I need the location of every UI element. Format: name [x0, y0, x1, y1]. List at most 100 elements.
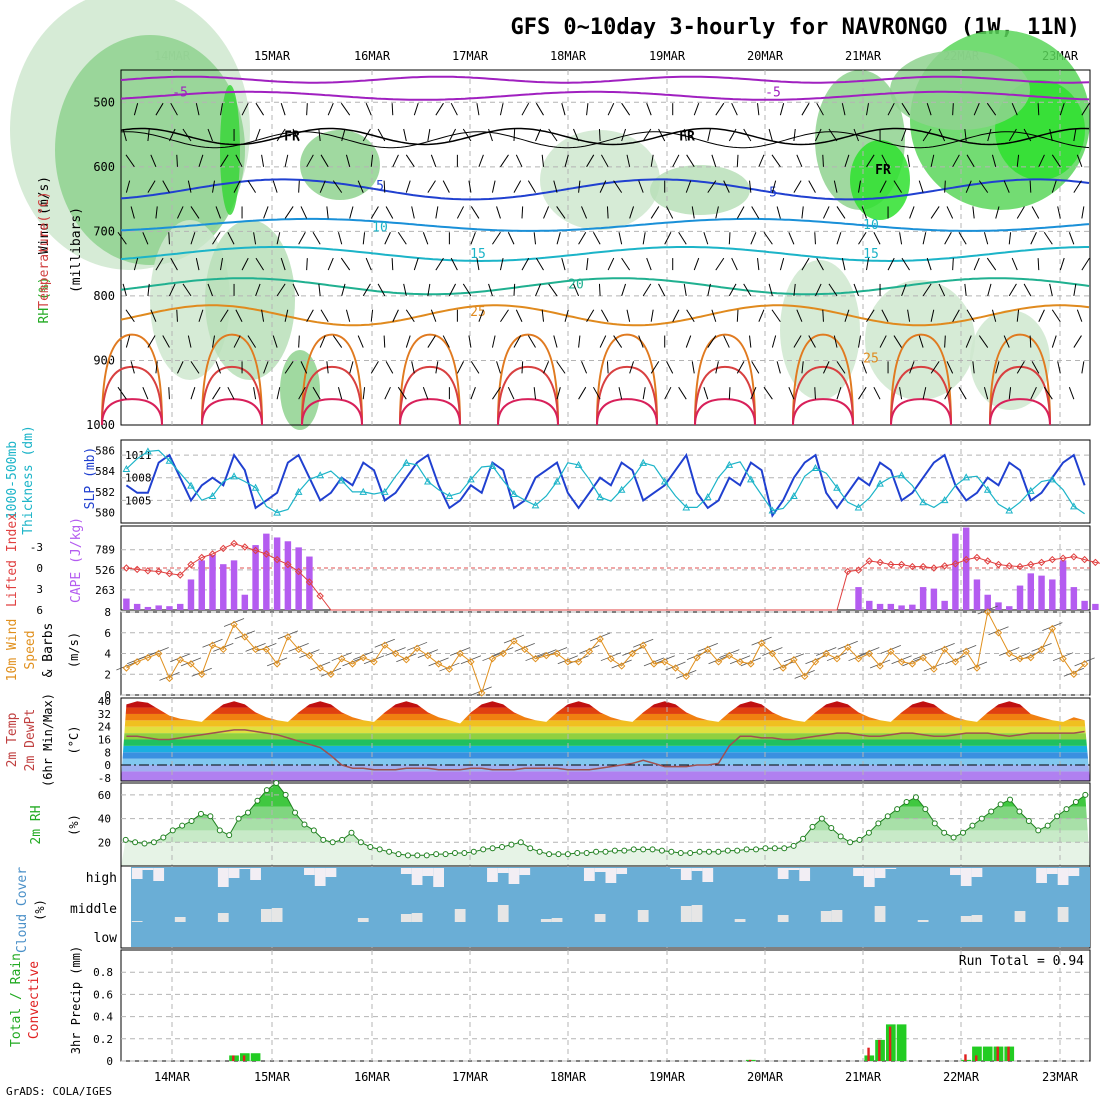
wind-marker [1037, 645, 1046, 654]
precip-conv-bar [878, 1039, 881, 1061]
wind-barb [926, 257, 932, 271]
wind-barb [150, 154, 157, 168]
cape-bar [919, 587, 927, 610]
wind-barb-10m [493, 647, 514, 656]
cloud-high-gap [799, 868, 811, 881]
rh-tick: 20 [98, 836, 111, 849]
temp-panel-frame [120, 697, 1091, 782]
cloud-high-gap [594, 868, 606, 872]
cloud-high-gap [971, 868, 983, 877]
wind-barb [430, 154, 437, 167]
wind-barb [345, 154, 351, 167]
thickness-tick: 580 [95, 507, 115, 520]
cloud-mid-gap [917, 920, 929, 922]
wind-marker [779, 664, 787, 672]
cape-bar [1092, 603, 1099, 610]
wind-barb [879, 335, 887, 348]
wind-barb-10m [557, 655, 578, 665]
isotherm-label: 20 [568, 277, 584, 292]
rh-blob [205, 220, 295, 380]
wind-barb [618, 387, 623, 400]
wind-barb [215, 206, 221, 219]
wind-barb [788, 232, 795, 245]
wind-barb [427, 128, 431, 142]
cloud-high-gap [411, 868, 423, 885]
precip-conv-bar [888, 1026, 892, 1061]
wind-barb [866, 103, 869, 116]
wind-marker [381, 641, 389, 649]
cape-bar [263, 533, 270, 610]
wind-barb-10m [816, 647, 837, 656]
wind-barb [261, 309, 265, 322]
wind-barb [1049, 283, 1053, 297]
wind-barb [909, 361, 915, 374]
wind-barb [535, 128, 542, 142]
cloud-high-gap [874, 868, 886, 878]
wind-barb [573, 128, 580, 142]
rh-marker [508, 841, 515, 848]
temp-band [121, 765, 1090, 772]
rh-blob [150, 220, 230, 380]
wind-barb [600, 309, 609, 322]
rh-marker [593, 848, 600, 855]
wind-barb [468, 180, 472, 193]
wind-marker [144, 653, 152, 662]
wind-barb [836, 206, 846, 219]
cape-bar [273, 537, 281, 610]
wind-barb [241, 257, 249, 271]
wind-barb [405, 309, 415, 323]
thickness-marker [833, 483, 841, 491]
wind-marker [187, 660, 195, 668]
wind-barb [672, 309, 680, 322]
wind-barb [391, 103, 394, 116]
rh-marker [941, 829, 948, 836]
rh-blob [280, 350, 320, 430]
cape-bar [995, 602, 1002, 610]
rh-marker [1016, 808, 1023, 815]
precip-conv-bar [1007, 1046, 1010, 1061]
wind-barb [1016, 206, 1025, 219]
cloud-high-gap [433, 868, 444, 887]
wind-barb [763, 231, 773, 245]
wind-barb [187, 335, 192, 348]
temp2m-ylabel: 2m Temp [5, 712, 20, 767]
wind-barb [1016, 361, 1025, 374]
temp-band [121, 701, 1090, 708]
wind-barb [1030, 232, 1037, 245]
wind-barb [907, 309, 911, 322]
wind-marker [262, 645, 271, 654]
wind-barb [362, 232, 366, 245]
li-marker [1037, 558, 1046, 567]
thickness-marker [230, 472, 238, 480]
thickness-marker [1048, 475, 1057, 483]
cape-bar [176, 603, 184, 610]
wind-barb [728, 387, 731, 400]
wind-barb [147, 128, 150, 142]
temp-band [121, 726, 1090, 734]
wind-marker [542, 651, 550, 660]
wind-barb [125, 154, 135, 168]
wind-barb [707, 180, 717, 193]
wind-barb [691, 361, 695, 374]
wind-barb [235, 154, 243, 168]
wind-barb [284, 361, 294, 374]
wind-marker [456, 649, 464, 658]
wind-barb [276, 283, 286, 297]
cloud-ylabel: Cloud Cover [15, 867, 30, 953]
cloud-mid-gap [960, 916, 972, 922]
li-marker [133, 565, 141, 574]
wind-barb [564, 309, 569, 322]
precip-total-ylabel: Total / Rain [9, 953, 24, 1047]
cloud-high-gap [304, 868, 315, 875]
rh-marker [376, 846, 383, 853]
li-marker [887, 560, 895, 569]
rh-marker [781, 845, 788, 852]
bottom-date-label: 23MAR [1042, 1070, 1079, 1084]
wind-barb [122, 128, 127, 142]
rh-marker [668, 848, 675, 855]
slp-tick: 1011 [125, 449, 152, 462]
wind-barb [292, 283, 300, 297]
rh-blob [220, 85, 240, 215]
wind-barb [776, 206, 781, 219]
wind-barb [276, 387, 281, 400]
